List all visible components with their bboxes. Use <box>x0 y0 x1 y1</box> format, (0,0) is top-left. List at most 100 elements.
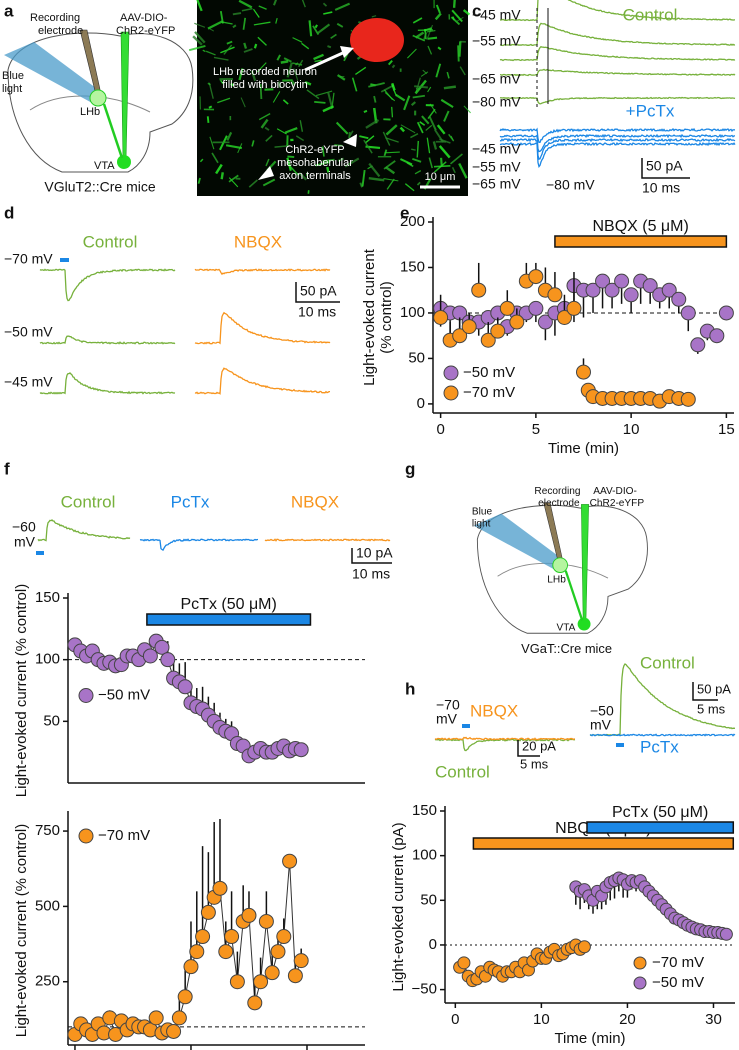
scale-label: 10 ms <box>352 566 390 582</box>
axon-fiber <box>385 166 396 175</box>
axon-fiber <box>427 45 433 55</box>
data-point <box>247 995 263 1011</box>
axon-fiber <box>194 22 206 28</box>
axon-fiber <box>371 15 377 18</box>
trace <box>39 268 176 302</box>
axon-fiber <box>238 68 244 81</box>
y-tick-label: 50 <box>43 712 60 729</box>
axon-fiber <box>452 0 456 8</box>
data-point <box>528 300 544 316</box>
micrograph-content <box>188 0 471 194</box>
trace <box>39 335 176 345</box>
legend-marker <box>633 956 647 970</box>
axon-fiber <box>221 21 233 25</box>
treatment-bar <box>554 235 728 248</box>
axon-fiber <box>415 31 425 39</box>
axon-fiber <box>462 9 471 16</box>
y-tick-label: 150 <box>400 258 425 275</box>
voltage-label: −50 <box>590 703 614 719</box>
legend-label: −50 mV <box>652 974 704 991</box>
condition-label: Control <box>83 232 138 251</box>
axon-fiber <box>414 85 428 89</box>
label: Blue <box>2 70 24 82</box>
x-tick-label: 20 <box>619 1011 636 1028</box>
panel-label: h <box>405 679 415 698</box>
axon-fiber <box>226 40 233 45</box>
axon-fiber <box>391 64 396 69</box>
condition-label: NBQX <box>234 232 282 251</box>
axon-fiber <box>410 101 417 107</box>
y-axis-label: Light-evoked current (% control) <box>13 584 30 797</box>
axon-fiber <box>257 62 267 73</box>
condition-label: +PcTx <box>626 101 675 120</box>
axon-fiber <box>313 53 324 61</box>
arrow-head <box>258 166 274 180</box>
legend-marker <box>78 828 94 844</box>
legend-marker <box>443 385 459 401</box>
y-tick-label: 500 <box>35 897 60 914</box>
x-tick-label: 15 <box>718 421 735 438</box>
lhb-region <box>89 89 107 107</box>
data-point <box>623 287 639 303</box>
trace <box>194 367 330 395</box>
axon-fiber <box>251 140 255 147</box>
axon-fiber <box>283 57 292 63</box>
axon-fiber <box>400 124 416 134</box>
axon-fiber <box>368 162 381 178</box>
light-pulse <box>36 551 44 555</box>
label: VTA <box>556 622 575 633</box>
axon-fiber <box>416 181 421 186</box>
axon-fiber <box>301 0 306 8</box>
axon-fiber <box>262 178 276 187</box>
axon-fiber <box>446 71 450 79</box>
axon-fiber <box>252 8 260 18</box>
axon-fiber <box>459 66 466 76</box>
axon-fiber <box>448 133 455 142</box>
axon-fiber <box>386 178 395 190</box>
axon-fiber <box>289 165 300 176</box>
axon-fiber <box>226 131 233 141</box>
axon-fiber <box>327 45 332 49</box>
axon-fiber <box>383 178 399 182</box>
axon-fiber <box>327 92 333 107</box>
data-point <box>680 305 696 321</box>
axon-fiber <box>272 91 281 103</box>
data-point <box>499 300 515 316</box>
data-point <box>556 310 572 325</box>
label: VGluT2::Cre mice <box>44 179 155 195</box>
y-tick-label: 750 <box>35 822 60 839</box>
legend-label: −70 mV <box>652 954 704 971</box>
label: electrode <box>538 498 580 509</box>
voltage-label: −55 mV <box>472 33 521 49</box>
y-tick-label: 100 <box>412 847 437 864</box>
axon-fiber <box>412 34 426 42</box>
label: LHb <box>547 575 566 586</box>
scale-label: 10 ms <box>298 304 336 320</box>
data-point <box>471 282 487 298</box>
trace <box>39 372 176 395</box>
schematic: Recording electrode AAV-DIO- ChR2-eYFP B… <box>2 12 194 195</box>
axon-fiber <box>368 82 385 88</box>
axon-fiber <box>206 116 210 123</box>
axon-fiber <box>363 109 368 113</box>
legend-label: −70 mV <box>463 384 515 401</box>
data-point <box>276 929 292 945</box>
axon-fiber <box>290 79 296 86</box>
axon-fiber <box>298 172 308 181</box>
trace <box>499 137 736 160</box>
axon-fiber <box>335 121 349 135</box>
axon-fiber <box>410 133 419 139</box>
axon-fiber <box>412 157 422 163</box>
axon-fiber <box>292 62 303 66</box>
data-point <box>566 300 582 316</box>
axon-fiber <box>451 9 463 23</box>
axon-fiber <box>399 126 406 133</box>
axon-fiber <box>199 158 204 163</box>
panel-label: a <box>4 1 14 20</box>
treatment-bar <box>472 837 735 850</box>
axon-fiber <box>194 31 206 44</box>
trace <box>499 68 736 77</box>
y-axis-label: Light-evoked current (% control) <box>13 824 30 1037</box>
axon-fiber <box>209 28 215 32</box>
light-pulse <box>616 743 624 747</box>
